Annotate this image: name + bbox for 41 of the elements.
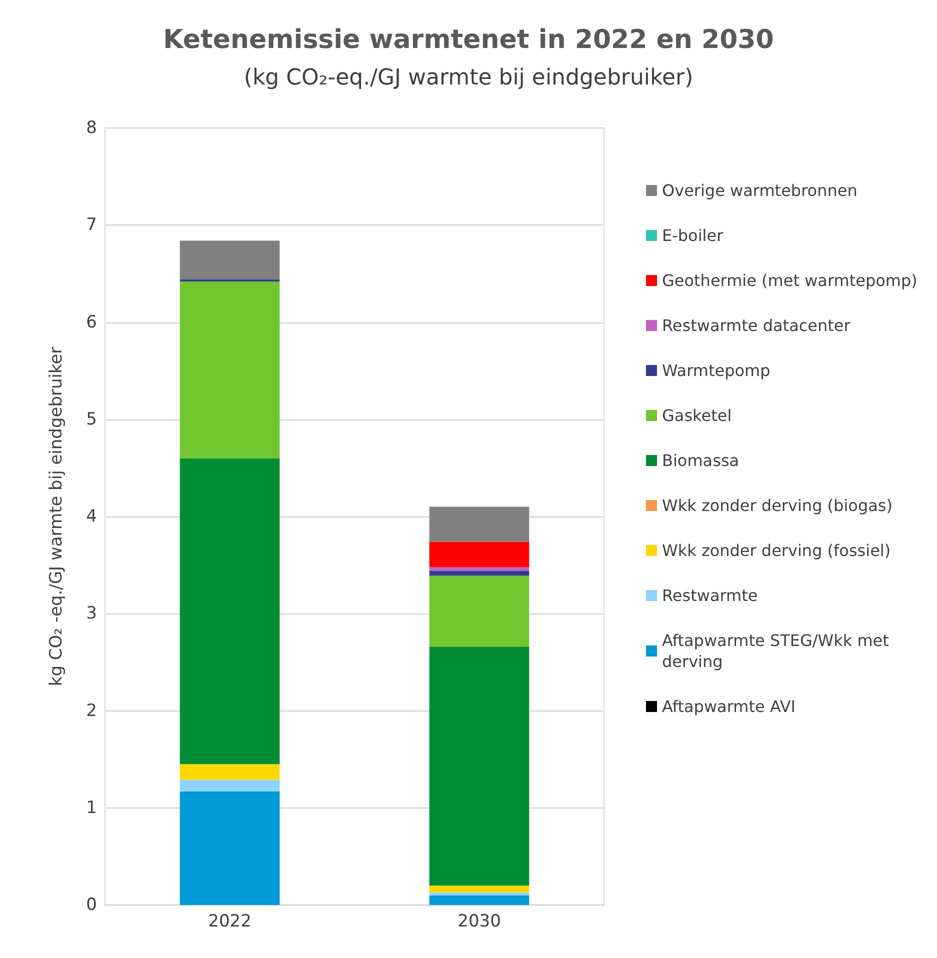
legend-label: Wkk zonder derving (biogas) xyxy=(662,496,892,515)
legend-label: Geothermie (met warmtepomp) xyxy=(662,271,918,290)
legend-label: Aftapwarmte AVI xyxy=(662,697,796,716)
legend-label: Restwarmte datacenter xyxy=(662,316,851,335)
y-axis-title: kg CO₂ -eq./GJ warmte bij eindgebruiker xyxy=(46,346,66,686)
bar xyxy=(180,791,280,905)
y-tick-label: 3 xyxy=(86,604,97,624)
bar xyxy=(180,780,280,792)
bar xyxy=(180,764,280,780)
y-tick-label: 0 xyxy=(86,895,97,915)
bar xyxy=(429,892,530,896)
y-tick-label: 6 xyxy=(86,312,97,332)
bar xyxy=(429,576,530,647)
bar xyxy=(429,895,530,905)
legend-label: Biomassa xyxy=(662,451,740,470)
bar xyxy=(429,567,530,571)
y-tick-label: 1 xyxy=(86,798,97,818)
bar xyxy=(180,240,280,280)
legend-label: Aftapwarmte STEG/Wkk met derving xyxy=(662,631,894,671)
bar xyxy=(429,506,530,542)
y-tick-label: 8 xyxy=(86,118,97,138)
bar xyxy=(429,542,530,568)
y-tick-label: 7 xyxy=(86,215,97,236)
legend-label: Gasketel xyxy=(662,406,732,425)
chart-subtitle: (kg CO₂-eq./GJ warmte bij eindgebruiker) xyxy=(244,66,694,90)
bar xyxy=(429,646,530,886)
legend-label: Wkk zonder derving (fossiel) xyxy=(662,541,891,560)
bar xyxy=(429,886,530,892)
legend-label: E-boiler xyxy=(662,226,724,245)
x-tick-label: 2022 xyxy=(208,912,252,932)
legend-label: Restwarmte xyxy=(662,586,758,605)
chart-title: Ketenemissie warmtenet in 2022 en 2030 xyxy=(163,25,774,55)
y-tick-label: 5 xyxy=(86,409,97,430)
legend-label: Warmtepomp xyxy=(662,361,770,380)
bar xyxy=(429,570,530,576)
x-tick-label: 2030 xyxy=(458,912,501,932)
y-tick-label: 2 xyxy=(86,700,97,721)
legend-label: Overige warmtebronnen xyxy=(662,181,858,200)
bar xyxy=(180,281,280,458)
y-tick-label: 4 xyxy=(86,506,97,526)
bar xyxy=(180,458,280,764)
